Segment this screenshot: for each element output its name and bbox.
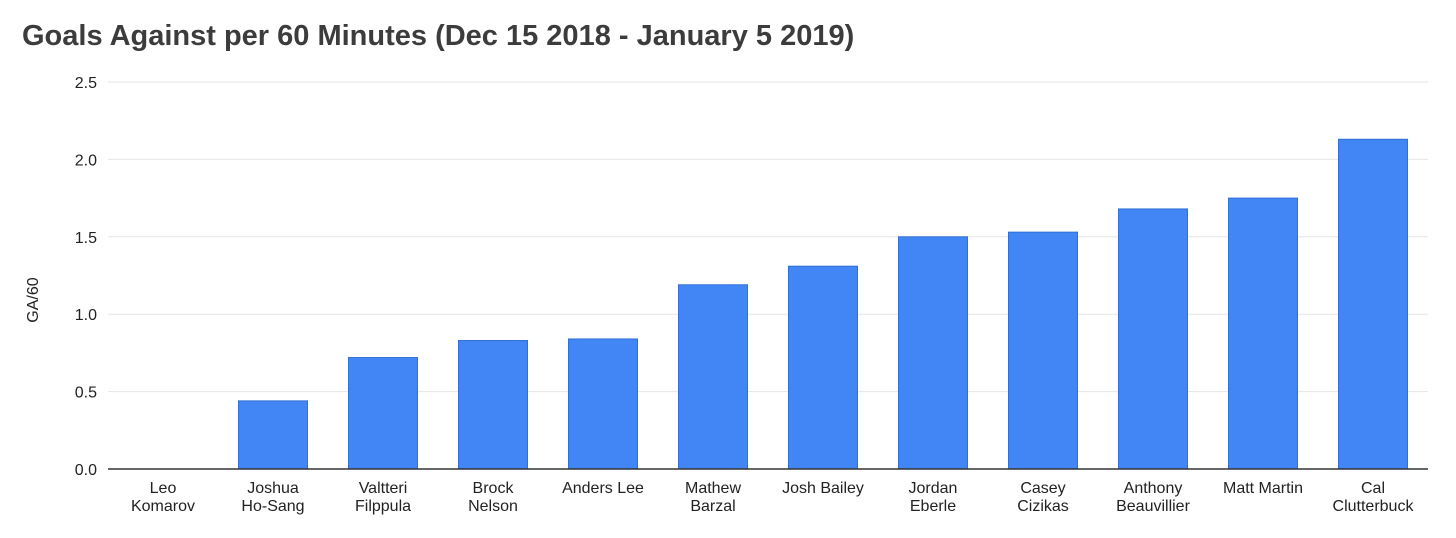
x-category-label: Casey Cizikas	[1017, 480, 1069, 515]
bar	[238, 400, 308, 470]
x-category-label: Josh Bailey	[782, 480, 864, 497]
bar	[568, 338, 638, 470]
bar	[788, 265, 858, 470]
y-axis-label: GA/60	[25, 277, 42, 322]
chart-title: Goals Against per 60 Minutes (Dec 15 201…	[22, 20, 855, 52]
x-category-label: Cal Clutterbuck	[1333, 480, 1415, 515]
y-tick-label: 2.0	[75, 152, 97, 169]
bar	[1118, 208, 1188, 470]
x-category-label: Mathew Barzal	[685, 480, 741, 515]
x-category-label: Valtteri Filppula	[355, 480, 411, 515]
x-category-label: Matt Martin	[1223, 480, 1303, 497]
bar	[898, 236, 968, 470]
y-axis-ticks: 0.0 0.5 1.0 1.5 2.0 2.5	[75, 75, 97, 479]
bars	[238, 138, 1408, 470]
x-category-label: Joshua Ho-Sang	[241, 480, 304, 515]
gridlines	[108, 81, 1428, 393]
bar	[1008, 231, 1078, 470]
bar	[348, 357, 418, 470]
y-tick-label: 2.5	[75, 75, 97, 92]
bar	[1338, 138, 1408, 470]
bar	[1228, 197, 1298, 470]
bar	[678, 284, 748, 470]
x-category-label: Anders Lee	[562, 480, 644, 497]
bar	[458, 340, 528, 470]
y-tick-label: 1.5	[75, 230, 97, 247]
x-category-label: Jordan Eberle	[909, 480, 958, 515]
y-tick-label: 0.5	[75, 385, 97, 402]
x-axis-categories: Leo Komarov Joshua Ho-Sang Valtteri Filppula B…	[131, 480, 1414, 515]
y-tick-label: 1.0	[75, 307, 97, 324]
x-category-label: Leo Komarov	[131, 480, 195, 515]
y-tick-label: 0.0	[75, 462, 97, 479]
x-category-label: Brock Nelson	[468, 480, 518, 515]
x-category-label: Anthony Beauvillier	[1116, 480, 1190, 515]
